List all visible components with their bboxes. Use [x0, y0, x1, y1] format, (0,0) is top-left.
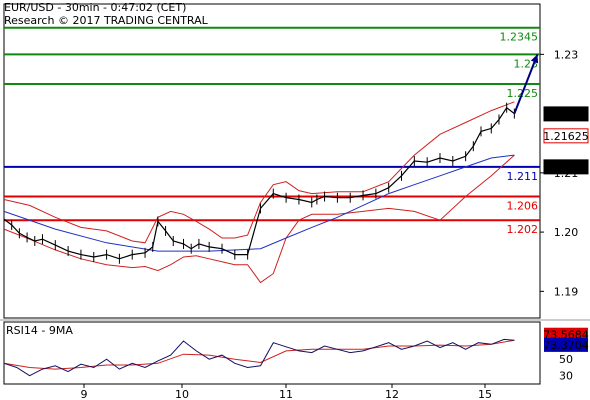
level-label-4: 1.206 — [507, 200, 539, 213]
price-tag-box-1 — [543, 128, 589, 144]
price-tick-label: 1.20 — [554, 226, 579, 239]
x-tick-label: 11 — [279, 388, 293, 400]
chart-copyright: Research © 2017 TRADING CENTRAL — [4, 14, 208, 27]
rsi-title: RSI14 - 9MA — [6, 324, 73, 337]
rsi-panel-frame — [3, 321, 541, 385]
rsi-tag-label-1: 73.3704 — [543, 339, 589, 352]
price-panel-frame — [3, 3, 541, 319]
price-tag-box-2 — [543, 159, 589, 175]
moving-average-line — [3, 154, 515, 252]
price-tag-label-1: 1.21625 — [543, 130, 589, 143]
rsi-tick-label: 50 — [559, 353, 573, 366]
price-tag-box-0 — [543, 106, 589, 122]
bollinger-upper-line — [3, 101, 515, 244]
bollinger-lower-line — [3, 154, 515, 284]
x-tick-label: 15 — [478, 388, 492, 400]
projection-arrow-head — [530, 54, 539, 64]
price-series-layer — [3, 53, 539, 284]
x-tick-label: 12 — [385, 388, 399, 400]
price-line — [3, 106, 515, 260]
level-label-5: 1.202 — [507, 223, 539, 236]
rsi-tick-label: 30 — [559, 370, 573, 383]
x-tick-label: 9 — [81, 388, 88, 400]
price-tick-label: 1.19 — [554, 285, 579, 298]
rsi-line — [3, 338, 515, 377]
level-label-0: 1.2345 — [500, 31, 539, 44]
rsi-tag-box-1 — [544, 337, 588, 352]
price-tick-label: 1.23 — [554, 48, 579, 61]
level-label-3: 1.211 — [507, 170, 539, 183]
price-tag-label-0: 1.21995 — [543, 108, 589, 121]
rsi-panel: RSI14 - 9MA — [3, 324, 515, 377]
price-tag-label-2: 1.21101 — [543, 161, 589, 174]
projection-arrow-shaft — [513, 53, 539, 114]
chart-frame — [0, 3, 590, 385]
x-tick-label: 10 — [175, 388, 189, 400]
axes: 1.231.211.201.191.219951.216251.21101910… — [81, 48, 589, 400]
